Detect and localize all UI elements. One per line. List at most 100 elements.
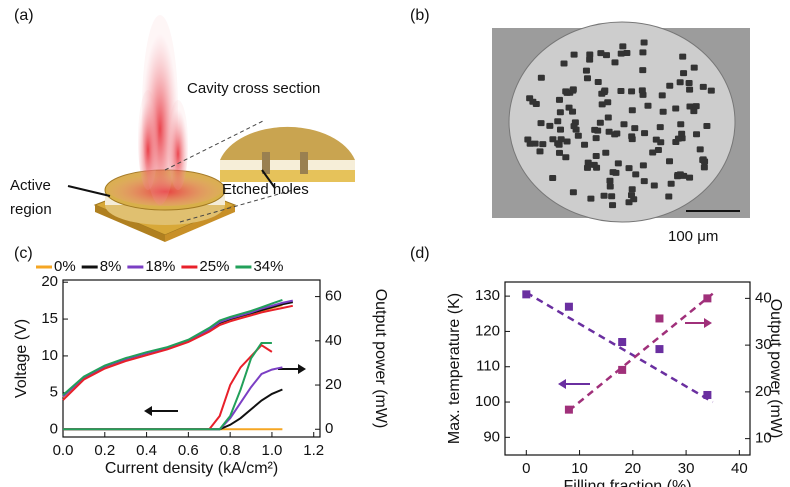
hole (610, 169, 617, 175)
hole (597, 120, 604, 126)
hole (615, 160, 622, 166)
hole (620, 121, 627, 127)
y-tick-label: 130 (475, 287, 500, 304)
hole (686, 80, 693, 86)
hole (556, 97, 563, 103)
hole (549, 136, 556, 142)
y-axis-label: Max. temperature (K) (446, 293, 463, 444)
hole (640, 162, 647, 168)
x-tick-label: 1.2 (303, 442, 324, 459)
hole (674, 172, 681, 178)
hole (628, 133, 635, 139)
scale-label: 100 μm (668, 228, 718, 245)
hole (672, 105, 679, 111)
y-tick-label: 10 (41, 347, 58, 364)
hole (593, 135, 600, 141)
legend-label: 25% (199, 258, 229, 275)
y2-tick-label: 40 (325, 332, 342, 349)
point (618, 366, 626, 374)
hole (660, 109, 667, 115)
hole (602, 150, 609, 156)
hole (629, 186, 636, 192)
hole (524, 137, 531, 143)
point (703, 294, 711, 302)
hole (626, 165, 633, 171)
annotation: Etched holes (222, 181, 309, 198)
hole (601, 193, 608, 199)
point (655, 314, 663, 322)
trend-line (526, 293, 712, 402)
hole (639, 49, 646, 55)
y-axis-label: Voltage (V) (13, 319, 30, 398)
hole (628, 192, 635, 198)
hole (584, 165, 591, 171)
panel-label: (a) (14, 7, 34, 24)
hole (536, 148, 543, 154)
hole (554, 118, 561, 124)
hole (703, 123, 710, 129)
y-tick-label: 5 (50, 384, 58, 401)
hole (608, 193, 615, 199)
panel-label: (d) (410, 245, 430, 262)
y-tick-label: 0 (50, 421, 58, 438)
hole (641, 39, 648, 45)
hole (639, 67, 646, 73)
hole (606, 178, 613, 184)
hole (561, 61, 568, 67)
hole (632, 171, 639, 177)
hole (693, 103, 700, 109)
hole (583, 68, 590, 74)
hole (557, 109, 564, 115)
hole (701, 164, 708, 170)
hole (644, 103, 651, 109)
x-tick-label: 40 (731, 460, 748, 477)
hole (594, 128, 601, 134)
hole (617, 88, 624, 94)
x-axis-label: Filling fraction (%) (563, 478, 691, 487)
hole (605, 115, 612, 121)
x-tick-label: 30 (678, 460, 695, 477)
hole (618, 51, 625, 57)
illustration (68, 15, 355, 242)
hole (659, 92, 666, 98)
hole (595, 79, 602, 85)
hole (538, 120, 545, 126)
x-tick-label: 0.0 (53, 442, 74, 459)
trend-line (569, 294, 713, 411)
hole (538, 75, 545, 81)
hole (571, 52, 578, 58)
hole (668, 181, 675, 187)
hole (700, 156, 707, 162)
point (565, 303, 573, 311)
legend-label: 34% (253, 258, 283, 275)
x-tick-label: 0.4 (136, 442, 157, 459)
hole (607, 184, 614, 190)
hole (584, 75, 591, 81)
hole (680, 70, 687, 76)
arrows (144, 318, 712, 416)
figure: (a) Cavity cross section Etched holes Ac… (0, 0, 790, 487)
y2-tick-label: 20 (325, 376, 342, 393)
plot-frame (505, 282, 750, 455)
x-tick-label: 1.0 (262, 442, 283, 459)
series-line (63, 343, 272, 429)
hole (641, 130, 648, 136)
hole (651, 182, 658, 188)
hole (603, 52, 610, 58)
hole (628, 88, 635, 94)
hole (549, 175, 556, 181)
hole (631, 125, 638, 131)
panel-label: (c) (14, 245, 33, 262)
y-tick-label: 15 (41, 310, 58, 327)
point (618, 338, 626, 346)
hole (587, 196, 594, 202)
hole (562, 154, 569, 160)
hole (666, 83, 673, 89)
hole (546, 123, 553, 129)
hole (693, 131, 700, 137)
x-tick-label: 10 (571, 460, 588, 477)
hole (641, 178, 648, 184)
hole (585, 160, 592, 166)
hole (677, 79, 684, 85)
series-line (63, 306, 293, 400)
